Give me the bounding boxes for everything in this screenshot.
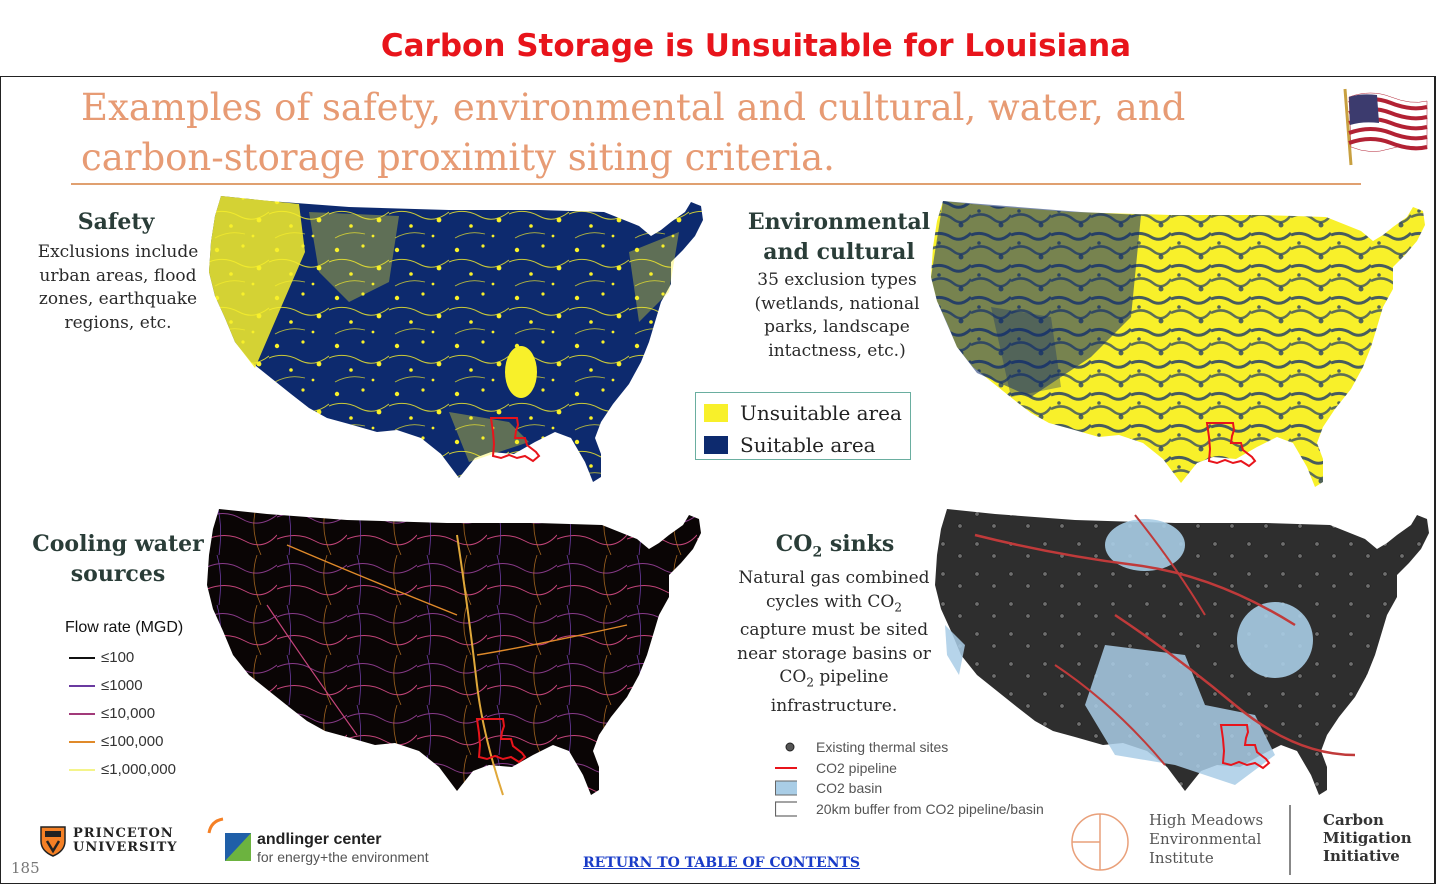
co2-sinks-map [935,509,1429,795]
slide-title-line1: Examples of safety, environmental and cu… [81,86,1186,129]
safety-desc-line: Exclusions include [37,242,199,262]
legend-suitable-label: Suitable area [740,433,876,457]
slide: Examples of safety, environmental and cu… [0,76,1436,884]
princeton-shield-icon [40,826,66,857]
co2-desc-text: cycles with CO [765,591,895,612]
co2-legend-label: CO2 pipeline [816,760,897,776]
flow-swatch [69,656,95,659]
buffer-outline-box-icon [775,801,797,817]
high-meadows-logo-text: High Meadows Environmental Institute [1149,811,1263,868]
environmental-desc-line: 35 exclusion types [757,270,917,290]
co2-legend-item: CO2 pipeline [775,760,897,776]
flow-legend-item: ≤100 [69,649,134,666]
co2-desc-sub: 2 [806,675,815,690]
co2-pipeline-line-icon [775,767,797,769]
environmental-desc-line: parks, landscape [764,317,910,337]
safety-description: Exclusions include urban areas, flood zo… [23,241,213,335]
legend-suitable: Suitable area [704,433,876,457]
high-meadows-line: High Meadows [1149,811,1264,829]
flow-swatch [69,768,95,771]
suitability-legend: Unsuitable area Suitable area [695,392,911,460]
princeton-logo-line: UNIVERSITY [73,840,178,855]
andlinger-subtitle: for energy+the environment [257,849,429,865]
flow-legend-item: ≤1,000,000 [69,761,176,778]
co2-legend-item: CO2 basin [775,780,882,796]
suitable-swatch [704,436,728,454]
flow-legend-label: ≤100 [101,649,135,666]
co2-desc-sub: 2 [894,599,903,614]
cooling-water-map [207,509,701,796]
co2-heading-post: sinks [822,531,895,557]
legend-unsuitable-label: Unsuitable area [740,401,902,425]
safety-desc-line: zones, earthquake [38,289,198,309]
co2-desc-line: CO2 pipeline [729,666,939,695]
flow-legend-item: ≤1000 [69,677,143,694]
flow-swatch [69,712,95,715]
flow-swatch [69,740,95,743]
page-number: 185 [11,859,40,877]
cmi-line: Carbon [1323,811,1384,829]
co2-heading-pre: CO [775,531,813,557]
return-to-toc-link[interactable]: RETURN TO TABLE OF CONTENTS [583,855,861,871]
co2-legend-label: 20km buffer from CO2 pipeline/basin [816,801,1044,817]
co2-legend-item: Existing thermal sites [775,739,948,755]
co2-basin-box-icon [775,780,797,796]
co2-desc-line: near storage basins or [737,643,931,664]
cooling-heading-line: sources [70,561,166,587]
co2-desc-line: infrastructure. [770,696,898,717]
slide-title: Examples of safety, environmental and cu… [81,83,1185,183]
cmi-logo-text: Carbon Mitigation Initiative [1323,811,1412,865]
safety-desc-line: urban areas, flood [39,265,197,286]
co2-description: Natural gas combined cycles with CO2 cap… [729,567,939,719]
thermal-site-dot-icon [785,742,795,752]
high-meadows-line: Environmental [1149,830,1262,848]
safety-heading: Safety [77,209,155,235]
flow-legend-label: ≤100,000 [101,733,164,750]
environmental-heading: Environmental and cultural [739,207,939,267]
safety-desc-line: regions, etc. [64,312,172,333]
environmental-description: 35 exclusion types (wetlands, national p… [737,269,937,363]
princeton-logo-line: PRINCETON [73,826,174,841]
flow-legend-item: ≤100,000 [69,733,163,750]
flow-legend-item: ≤10,000 [69,705,155,722]
page-title: Carbon Storage is Unsuitable for Louisia… [380,28,1132,64]
slide-title-line2: carbon-storage proximity siting criteria… [81,136,835,179]
co2-desc-text: pipeline [814,667,889,688]
co2-legend-item: 20km buffer from CO2 pipeline/basin [775,801,1044,817]
co2-heading-sub: 2 [812,544,823,561]
cmi-line: Initiative [1323,847,1400,865]
environmental-heading-line: and cultural [763,239,915,265]
safety-map [209,196,703,482]
co2-desc-text: CO [779,667,807,688]
legend-unsuitable: Unsuitable area [704,401,902,425]
flow-swatch [69,684,95,687]
cooling-heading-line: Cooling water [32,531,204,557]
co2-desc-line: capture must be sited [739,620,929,641]
environmental-desc-line: (wetlands, national [754,293,920,314]
andlinger-logo: andlinger center for energy+the environm… [207,817,429,871]
flow-legend-label: ≤1,000,000 [101,761,176,778]
andlinger-mark-icon [207,817,251,861]
flow-rate-legend-title: Flow rate (MGD) [65,619,184,636]
andlinger-name: andlinger center [257,831,382,848]
american-flag-icon [1343,88,1428,166]
flow-legend-label: ≤10,000 [101,705,156,722]
cmi-line: Mitigation [1323,829,1412,847]
co2-desc-line: Natural gas combined [738,568,930,588]
flow-legend-label: ≤1000 [101,677,143,694]
environmental-desc-line: intactness, etc.) [768,340,906,361]
high-meadows-line: Institute [1149,849,1214,867]
co2-legend-label: Existing thermal sites [816,739,949,755]
environmental-heading-line: Environmental [747,209,931,235]
co2-legend-label: CO2 basin [816,780,883,796]
unsuitable-swatch [704,404,728,422]
title-divider [71,183,1361,185]
cooling-heading: Cooling water sources [23,529,213,589]
co2-desc-line: cycles with CO2 [729,591,939,620]
environmental-map [931,201,1425,487]
princeton-logo: PRINCETON UNIVERSITY [39,825,178,857]
co2-heading: CO2 sinks [745,529,925,567]
high-meadows-logo-icon [1071,813,1129,871]
logo-divider [1289,805,1291,875]
